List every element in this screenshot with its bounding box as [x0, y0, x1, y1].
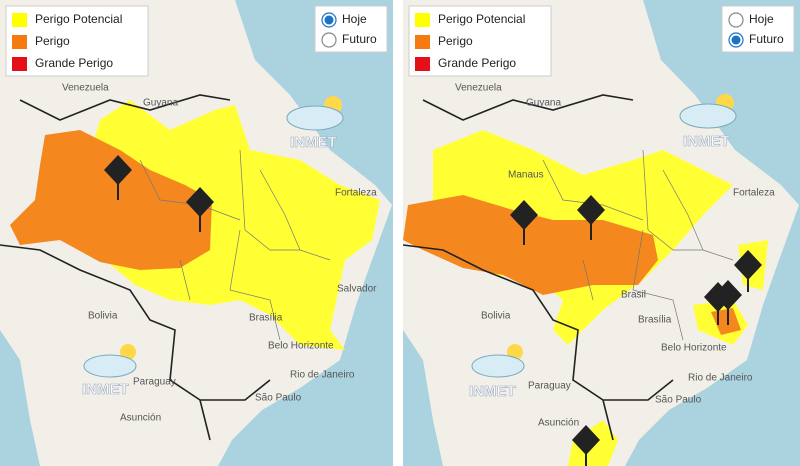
legend-label: Grande Perigo [35, 56, 113, 70]
state-border [139, 149, 331, 341]
watermark: INMET [82, 381, 129, 398]
map-label: Brasília [638, 315, 672, 326]
state-border [542, 149, 734, 341]
map-label: Rio de Janeiro [688, 373, 753, 384]
map-label: Asunción [120, 413, 161, 424]
border [403, 94, 674, 441]
radio-label[interactable]: Hoje [342, 12, 367, 26]
warning-icon [510, 200, 538, 245]
map-label: Belo Horizonte [661, 343, 727, 354]
radio-dot[interactable] [731, 35, 741, 45]
warning-icon [572, 425, 600, 466]
map-label: Manaus [508, 170, 544, 181]
legend-label: Perigo [438, 34, 473, 48]
radio-button[interactable] [728, 12, 744, 28]
legend-box [408, 5, 552, 77]
radio-dot[interactable] [324, 15, 334, 25]
map-label: Paraguay [133, 377, 176, 388]
warning-icon [734, 250, 762, 292]
map-label: Guyana [143, 98, 178, 109]
legend-label: Perigo Potencial [438, 12, 525, 26]
danger-area [10, 130, 212, 270]
map-label: Asunción [538, 418, 579, 429]
legend-box [5, 5, 149, 77]
legend-label: Grande Perigo [438, 56, 516, 70]
map-panel: Venezuela Guyana Fortaleza Salvador Boli… [0, 0, 393, 466]
legend-swatch [12, 57, 27, 71]
map-label: Venezuela [455, 83, 502, 94]
warning-icon [577, 195, 605, 240]
warning-icon [104, 155, 132, 200]
radio-label[interactable]: Futuro [342, 32, 377, 46]
watermark: INMET [469, 383, 516, 400]
map-label: Brasília [249, 313, 283, 324]
map-label: Guyana [526, 98, 561, 109]
map-label: Bolivia [481, 311, 511, 322]
ocean [403, 330, 443, 466]
warning-icon [186, 187, 214, 232]
map-label: Bolivia [88, 311, 118, 322]
warning-icon [714, 280, 742, 325]
inmet-logo [471, 344, 525, 378]
radio-label[interactable]: Futuro [749, 32, 784, 46]
radio-label[interactable]: Hoje [749, 12, 774, 26]
border [0, 94, 271, 441]
map-label: São Paulo [655, 395, 702, 406]
watermark: INMET [683, 133, 730, 150]
map-label: Brasil [621, 290, 646, 301]
legend-swatch [415, 57, 430, 71]
inmet-logo [679, 94, 737, 129]
legend-swatch [415, 35, 430, 49]
map-label: Rio de Janeiro [290, 370, 355, 381]
ocean [0, 330, 40, 466]
warning-area [70, 100, 380, 350]
map-label: Venezuela [62, 83, 109, 94]
map-label: Paraguay [528, 381, 571, 392]
inmet-logo [286, 96, 344, 131]
map-label: Fortaleza [733, 188, 775, 199]
legend-swatch [415, 13, 430, 27]
map-label: Belo Horizonte [268, 341, 334, 352]
legend-swatch [12, 35, 27, 49]
map-label: Salvador [337, 284, 377, 295]
inmet-logo [83, 344, 137, 378]
legend-label: Perigo [35, 34, 70, 48]
legend-swatch [12, 13, 27, 27]
radio-button[interactable] [321, 32, 337, 48]
map-label: Fortaleza [335, 188, 377, 199]
watermark: INMET [290, 134, 337, 151]
legend-label: Perigo Potencial [35, 12, 122, 26]
map-panel: Venezuela Guyana Manaus Fortaleza Brasil… [403, 0, 800, 466]
map-label: São Paulo [255, 393, 302, 404]
